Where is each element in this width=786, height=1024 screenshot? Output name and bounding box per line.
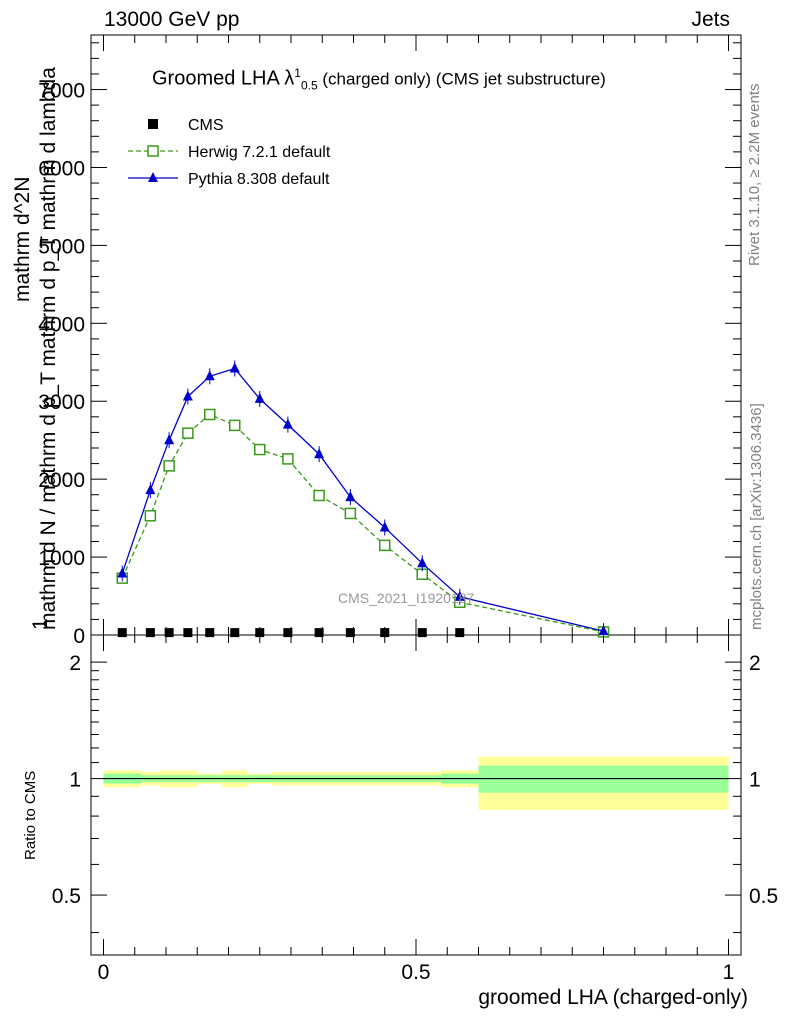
y-tick-label: 7000 [38, 80, 85, 103]
y-tick-label: 2000 [38, 469, 85, 492]
x-axis-label: groomed LHA (charged-only) [478, 986, 748, 1009]
herwig-point [182, 427, 194, 439]
y-tick-label: 5000 [38, 235, 85, 258]
pythia-point [204, 370, 215, 381]
x-tick-label: 0.5 [401, 961, 430, 984]
cms-point [314, 628, 324, 638]
legend-marker-cms [148, 119, 158, 129]
pythia-point [379, 521, 390, 532]
pythia-point [454, 590, 465, 601]
pythia-point [164, 434, 175, 445]
pythia-point [254, 392, 265, 403]
legend-marker-herwig [147, 145, 159, 157]
pythia-point [598, 625, 609, 636]
ratio-y-tick-label-left: 2 [69, 652, 81, 675]
herwig-point [344, 507, 357, 520]
ratio-y-tick-label-left: 1 [69, 769, 81, 792]
herwig-point [254, 443, 266, 456]
y-tick-label: 3000 [38, 391, 85, 414]
legend-label: Herwig 7.2.1 default [188, 144, 331, 161]
y-tick-label: 0 [73, 625, 85, 648]
header-left-label: 13000 GeV pp [104, 8, 240, 31]
cms-point [145, 628, 155, 638]
header-right-label: Jets [691, 8, 730, 31]
pythia-line [121, 367, 604, 632]
plot-title: Groomed LHA λ10.5 (charged only) (CMS je… [152, 66, 606, 93]
y-tick-label: 6000 [38, 157, 85, 180]
pythia-point [314, 448, 325, 459]
herwig-point [163, 460, 175, 472]
cms-point [164, 628, 174, 638]
cms-point [417, 628, 427, 638]
ratio-y-tick-label-left: 0.5 [52, 885, 81, 908]
cms-point [230, 628, 240, 638]
ratio-y-tick-label-right: 2 [749, 652, 761, 675]
legend-label: Pythia 8.308 default [188, 171, 330, 188]
herwig-point [313, 489, 325, 502]
analysis-watermark: CMS_2021_I1920187 [338, 590, 475, 606]
herwig-point [144, 510, 157, 522]
cms-point [205, 628, 215, 638]
pythia-point [417, 557, 428, 568]
cms-point [183, 628, 193, 638]
pythia-point [145, 484, 156, 495]
cms-point [345, 628, 355, 638]
herwig-line [121, 413, 604, 633]
title-suffix: (charged only) (CMS jet substructure) [317, 69, 606, 89]
cms-point [117, 628, 127, 638]
y-tick-label: 4000 [38, 313, 85, 336]
ratio-y-tick-label-right: 0.5 [749, 885, 778, 908]
pythia-point [117, 567, 128, 578]
herwig-point [379, 539, 391, 552]
title-sup: 1 [294, 66, 301, 80]
herwig-point [282, 453, 294, 465]
pythia-point [282, 418, 293, 429]
pythia-point [345, 491, 356, 502]
title-sub: 0.5 [300, 78, 318, 93]
cms-point [283, 628, 293, 638]
cms-point [255, 628, 265, 638]
ratio-y-tick-label-right: 1 [749, 769, 761, 792]
y-tick-label: 1000 [38, 547, 85, 570]
cms-point [380, 628, 390, 638]
pythia-point [229, 362, 240, 373]
x-tick-label: 0 [98, 961, 110, 984]
herwig-point [204, 408, 216, 421]
herwig-point [229, 419, 241, 432]
cms-point [455, 628, 465, 638]
pythia-point [182, 390, 193, 401]
title-main: Groomed LHA λ [152, 67, 295, 90]
legend-marker-pythia [148, 172, 158, 182]
x-tick-label: 1 [723, 961, 735, 984]
legend-label: CMS [188, 117, 224, 134]
